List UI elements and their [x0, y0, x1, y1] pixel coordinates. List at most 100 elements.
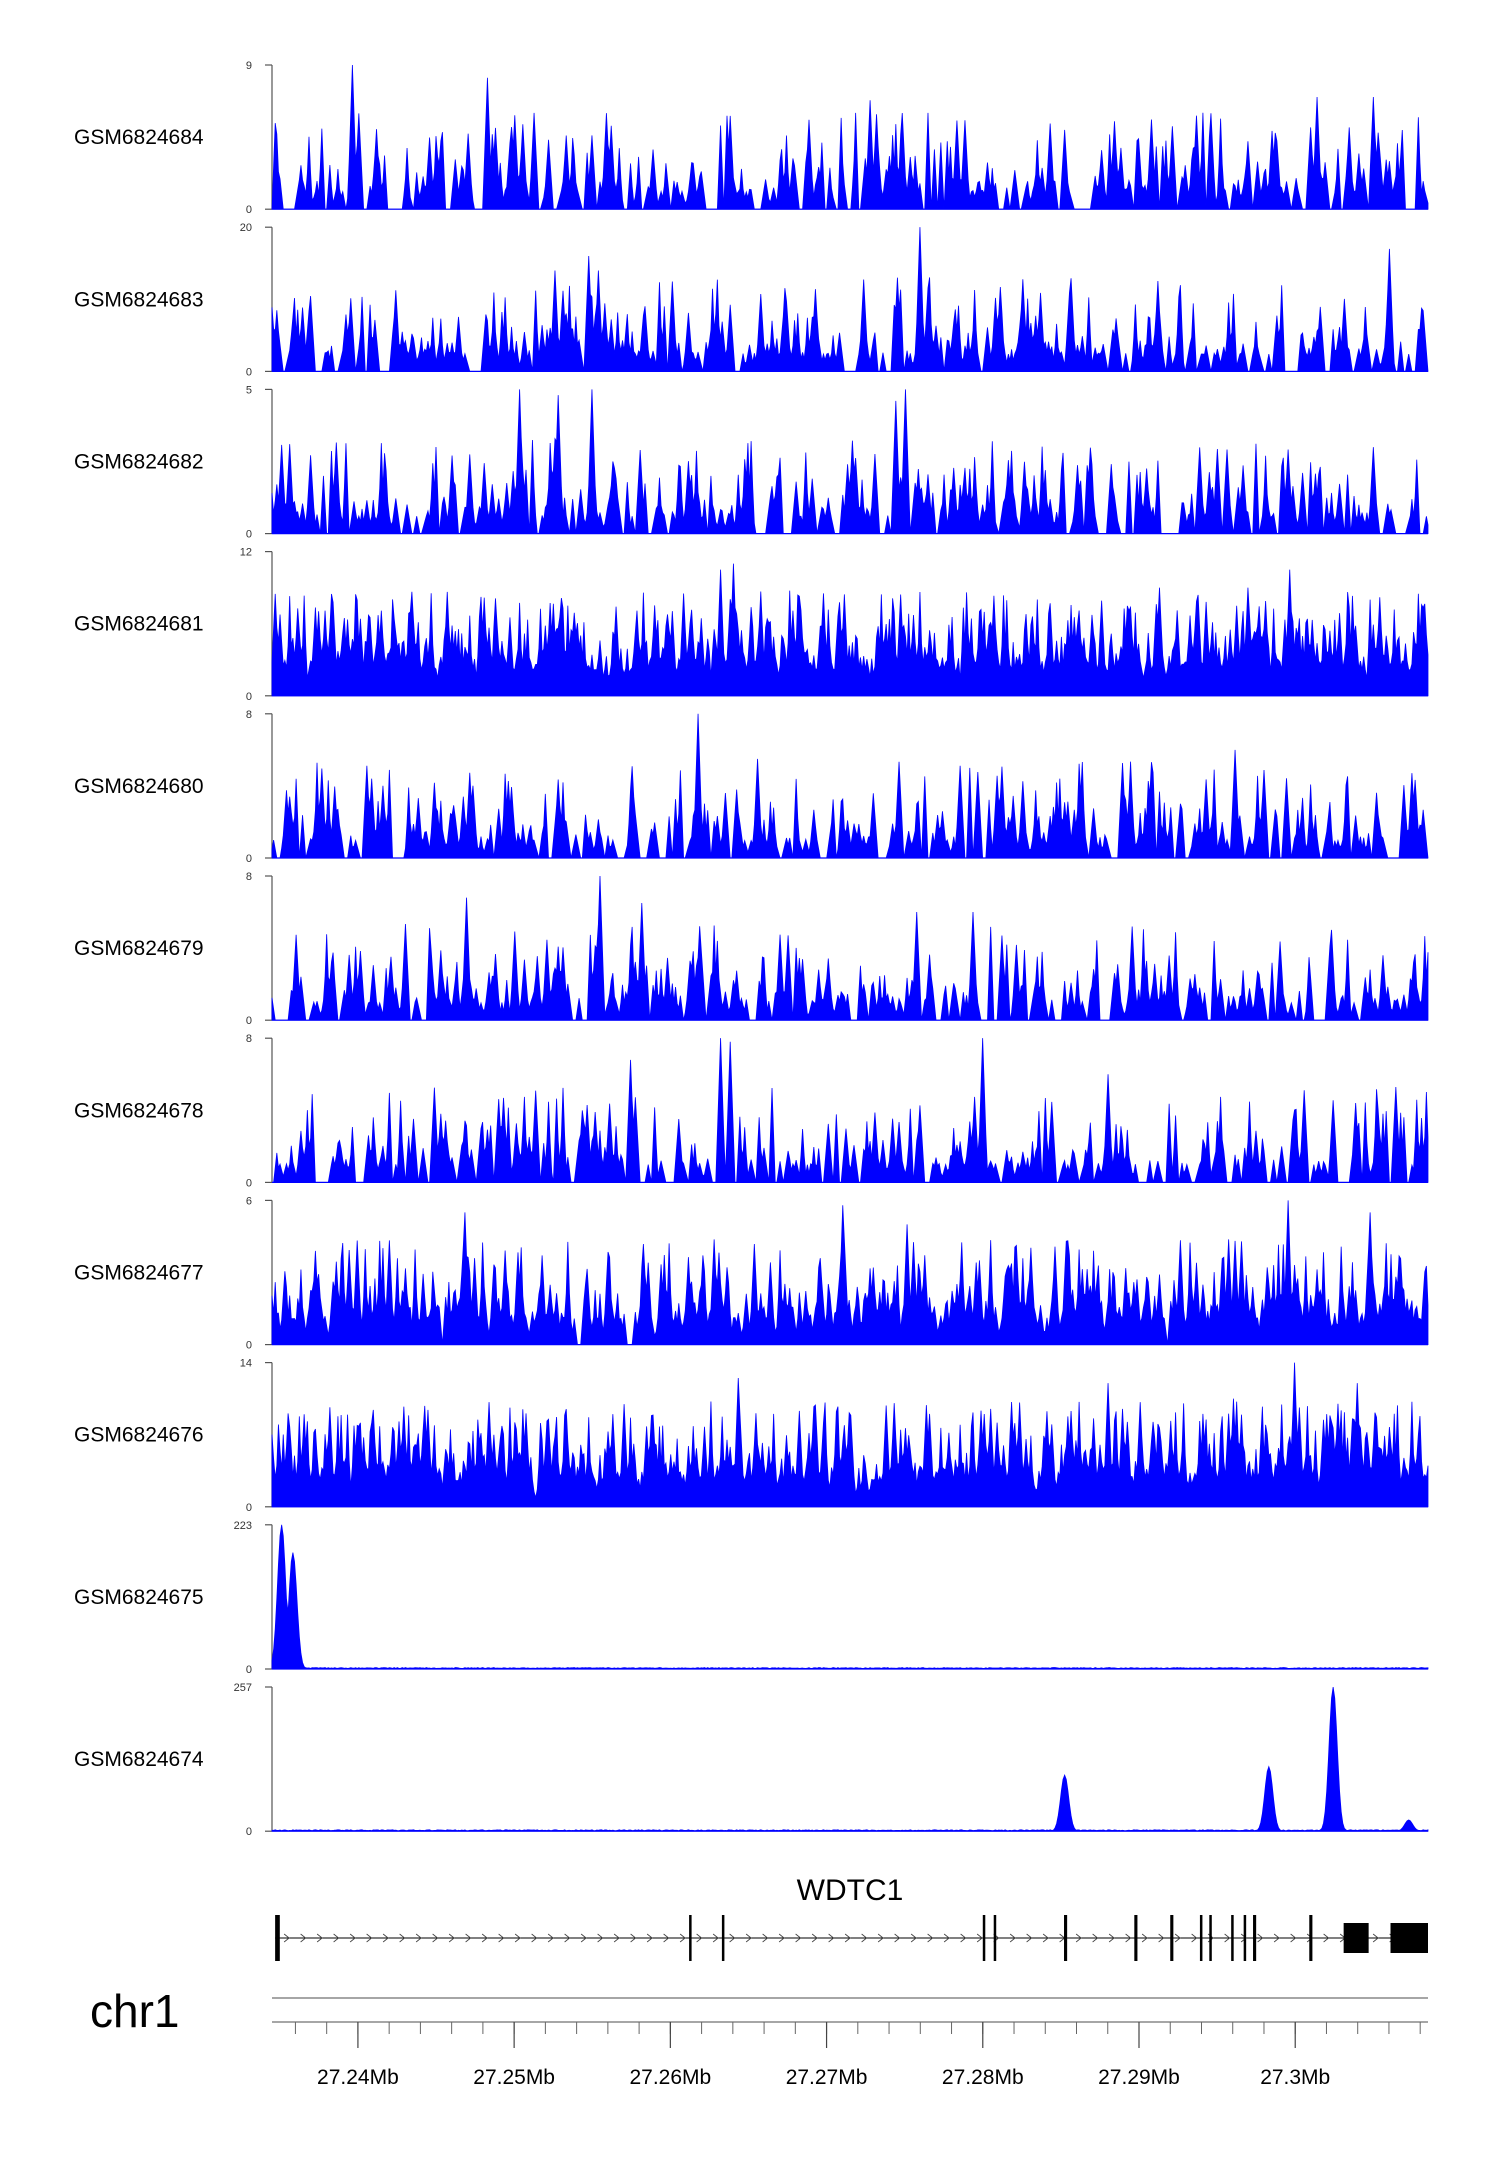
exon [1390, 1923, 1428, 1953]
strand-arrow [1323, 1933, 1330, 1943]
track-GSM6824681: GSM6824681 12 0 [74, 547, 1429, 703]
exon [689, 1915, 692, 1961]
strand-arrow [547, 1933, 554, 1943]
y-tick-label-zero: 0 [246, 1015, 252, 1027]
strand-arrow [1026, 1933, 1033, 1943]
strand-arrow [1009, 1933, 1016, 1943]
strand-arrow [382, 1933, 389, 1943]
y-tick-label-max: 12 [240, 547, 252, 559]
y-tick-label-max: 14 [240, 1358, 252, 1370]
strand-arrow [712, 1933, 719, 1943]
strand-arrow [1075, 1933, 1082, 1943]
coverage-tracks: GSM682468490GSM6824683200GSM682468250GSM… [74, 60, 1429, 1838]
y-tick-label-zero: 0 [246, 691, 252, 703]
coverage-area [271, 1524, 1429, 1670]
strand-arrow [1224, 1933, 1231, 1943]
track-GSM6824679: GSM6824679 8 0 [74, 871, 1429, 1027]
exon [1209, 1915, 1212, 1961]
strand-arrow [762, 1933, 769, 1943]
strand-arrow [745, 1933, 752, 1943]
strand-arrow [910, 1933, 917, 1943]
track-GSM6824676: GSM6824676 14 0 [74, 1358, 1429, 1514]
strand-arrow [448, 1933, 455, 1943]
strand-arrow [1257, 1933, 1264, 1943]
strand-arrow [943, 1933, 950, 1943]
y-tick-label-zero: 0 [246, 529, 252, 541]
strand-arrow [630, 1933, 637, 1943]
strand-arrow [300, 1933, 307, 1943]
track-GSM6824678: GSM6824678 8 0 [74, 1033, 1429, 1189]
track-GSM6824683: GSM6824683 20 0 [74, 222, 1429, 378]
y-tick-label-zero: 0 [246, 1826, 252, 1838]
coverage-area [271, 875, 1429, 1021]
strand-arrow [1092, 1933, 1099, 1943]
strand-arrow [1042, 1933, 1049, 1943]
strand-arrow [811, 1933, 818, 1943]
track-GSM6824682: GSM6824682 5 0 [74, 384, 1429, 541]
strand-arrow [927, 1933, 934, 1943]
track-label: GSM6824679 [74, 937, 204, 960]
strand-arrow [795, 1933, 802, 1943]
x-tick-label: 27.3Mb [1260, 2066, 1330, 2089]
track-GSM6824675: GSM6824675 223 0 [74, 1520, 1429, 1676]
strand-arrow [729, 1933, 736, 1943]
x-tick-label: 27.27Mb [786, 2066, 868, 2089]
coverage-area [271, 713, 1429, 859]
strand-arrow [960, 1933, 967, 1943]
y-tick-label-max: 8 [246, 871, 252, 883]
y-tick-label-max: 20 [240, 222, 252, 234]
coverage-area [271, 227, 1429, 372]
exon [275, 1915, 280, 1961]
strand-arrow [481, 1933, 488, 1943]
coverage-area [271, 389, 1429, 534]
strand-arrow [580, 1933, 587, 1943]
coverage-area [271, 1200, 1429, 1345]
x-tick-label: 27.29Mb [1098, 2066, 1180, 2089]
coverage-area [271, 1362, 1429, 1508]
strand-arrow [1125, 1933, 1132, 1943]
strand-arrow [877, 1933, 884, 1943]
strand-arrow [316, 1933, 323, 1943]
strand-arrow [1372, 1933, 1379, 1943]
exon [1231, 1915, 1234, 1961]
strand-arrow [1108, 1933, 1115, 1943]
exon [1309, 1915, 1313, 1961]
strand-arrow [976, 1933, 983, 1943]
track-label: GSM6824678 [74, 1099, 204, 1122]
strand-arrow [861, 1933, 868, 1943]
strand-arrow [399, 1933, 406, 1943]
track-GSM6824684: GSM6824684 9 0 [74, 60, 1429, 216]
strand-arrow [1290, 1933, 1297, 1943]
strand-arrow [828, 1933, 835, 1943]
strand-arrow [333, 1933, 340, 1943]
exon [1343, 1923, 1369, 1953]
exon [1170, 1915, 1174, 1961]
y-tick-label-zero: 0 [246, 1502, 252, 1514]
gene-name-label: WDTC1 [797, 1874, 904, 1907]
strand-arrow [498, 1933, 505, 1943]
y-tick-label-max: 6 [246, 1195, 252, 1207]
strand-arrow [696, 1933, 703, 1943]
y-tick-label-zero: 0 [246, 1177, 252, 1189]
y-tick-label-zero: 0 [246, 1340, 252, 1352]
strand-arrow [1174, 1933, 1181, 1943]
track-label: GSM6824675 [74, 1586, 204, 1609]
y-tick-label-max: 8 [246, 1033, 252, 1045]
track-GSM6824674: GSM6824674 257 0 [74, 1682, 1429, 1838]
y-tick-label-zero: 0 [246, 1664, 252, 1676]
strand-arrow [597, 1933, 604, 1943]
exon [1134, 1915, 1138, 1961]
strand-arrow [679, 1933, 686, 1943]
strand-arrow [1191, 1933, 1198, 1943]
coverage-area [272, 1038, 1429, 1183]
exon [1253, 1915, 1257, 1961]
strand-arrow [432, 1933, 439, 1943]
coverage-area [271, 563, 1429, 697]
y-tick-label-zero: 0 [246, 366, 252, 378]
y-tick-label-max: 257 [234, 1682, 252, 1694]
strand-arrow [646, 1933, 653, 1943]
x-tick-label: 27.25Mb [473, 2066, 555, 2089]
y-tick-label-max: 8 [246, 709, 252, 721]
track-GSM6824677: GSM6824677 6 0 [74, 1195, 1429, 1352]
strand-arrow [283, 1933, 290, 1943]
